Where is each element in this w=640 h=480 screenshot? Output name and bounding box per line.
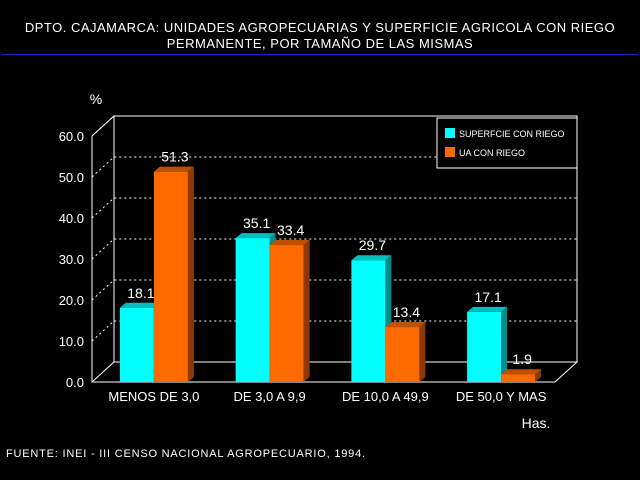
legend-swatch [445,128,455,138]
bar-side [501,306,508,382]
bar-side [419,322,426,382]
data-label: 17.1 [475,289,502,305]
data-label: 18.1 [127,285,154,301]
bar-superficie [119,307,154,382]
bar-side [303,240,310,382]
title-divider [2,54,638,55]
y-tick-label: 40.0 [59,211,84,226]
bar-top [385,322,426,328]
data-label: 29.7 [359,237,386,253]
bar-top [501,369,542,375]
data-label: 13.4 [393,304,420,320]
bar-top [153,166,194,172]
legend-label: SUPERFCIE CON RIEGO [459,129,565,139]
bar-top [467,306,508,312]
x-tick-label: DE 10,0 A 49,9 [342,389,429,404]
data-label: 51.3 [161,149,188,165]
source-note: FUENTE: INEI - III CENSO NACIONAL AGROPE… [6,448,366,460]
legend-box [436,117,578,169]
bar-superficie [467,311,502,382]
data-label: 33.4 [277,222,304,238]
y-axis-label: % [90,91,102,107]
bar-top [235,233,276,239]
bar-top [351,255,392,261]
legend-swatch [445,147,455,157]
bar-ua [269,245,304,382]
bar-ua [501,374,536,382]
bar-side [535,369,542,382]
x-tick-label: DE 3,0 A 9,9 [233,389,305,404]
bar-ua [385,327,420,382]
chart-title: DPTO. CAJAMARCA: UNIDADES AGROPECUARIAS … [0,20,640,52]
data-label: 1.9 [512,351,532,367]
bar-side [187,166,194,382]
y-tick-label: 10.0 [59,334,84,349]
chart-left-wall-top-edge [91,115,115,137]
y-tick-label: 50.0 [59,170,84,185]
legend-label: UA CON RIEGO [459,148,525,158]
bar-top [269,240,310,246]
data-label: 35.1 [243,215,270,231]
x-tick-label: MENOS DE 3,0 [108,389,199,404]
y-tick-label: 60.0 [59,129,84,144]
bar-superficie [235,238,270,382]
bar-superficie [351,260,386,382]
y-tick-label: 0.0 [66,375,84,390]
bar-top [119,302,160,308]
x-tick-label: DE 50,0 Y MAS [456,389,547,404]
chart-title-line-2: PERMANENTE, POR TAMAÑO DE LAS MISMAS [166,36,474,51]
y-tick-label: 30.0 [59,252,84,267]
x-axis-label: Has. [522,415,551,431]
chart-title-line-1: DPTO. CAJAMARCA: UNIDADES AGROPECUARIAS … [24,20,616,35]
bar-ua [153,171,188,382]
y-tick-label: 20.0 [59,293,84,308]
